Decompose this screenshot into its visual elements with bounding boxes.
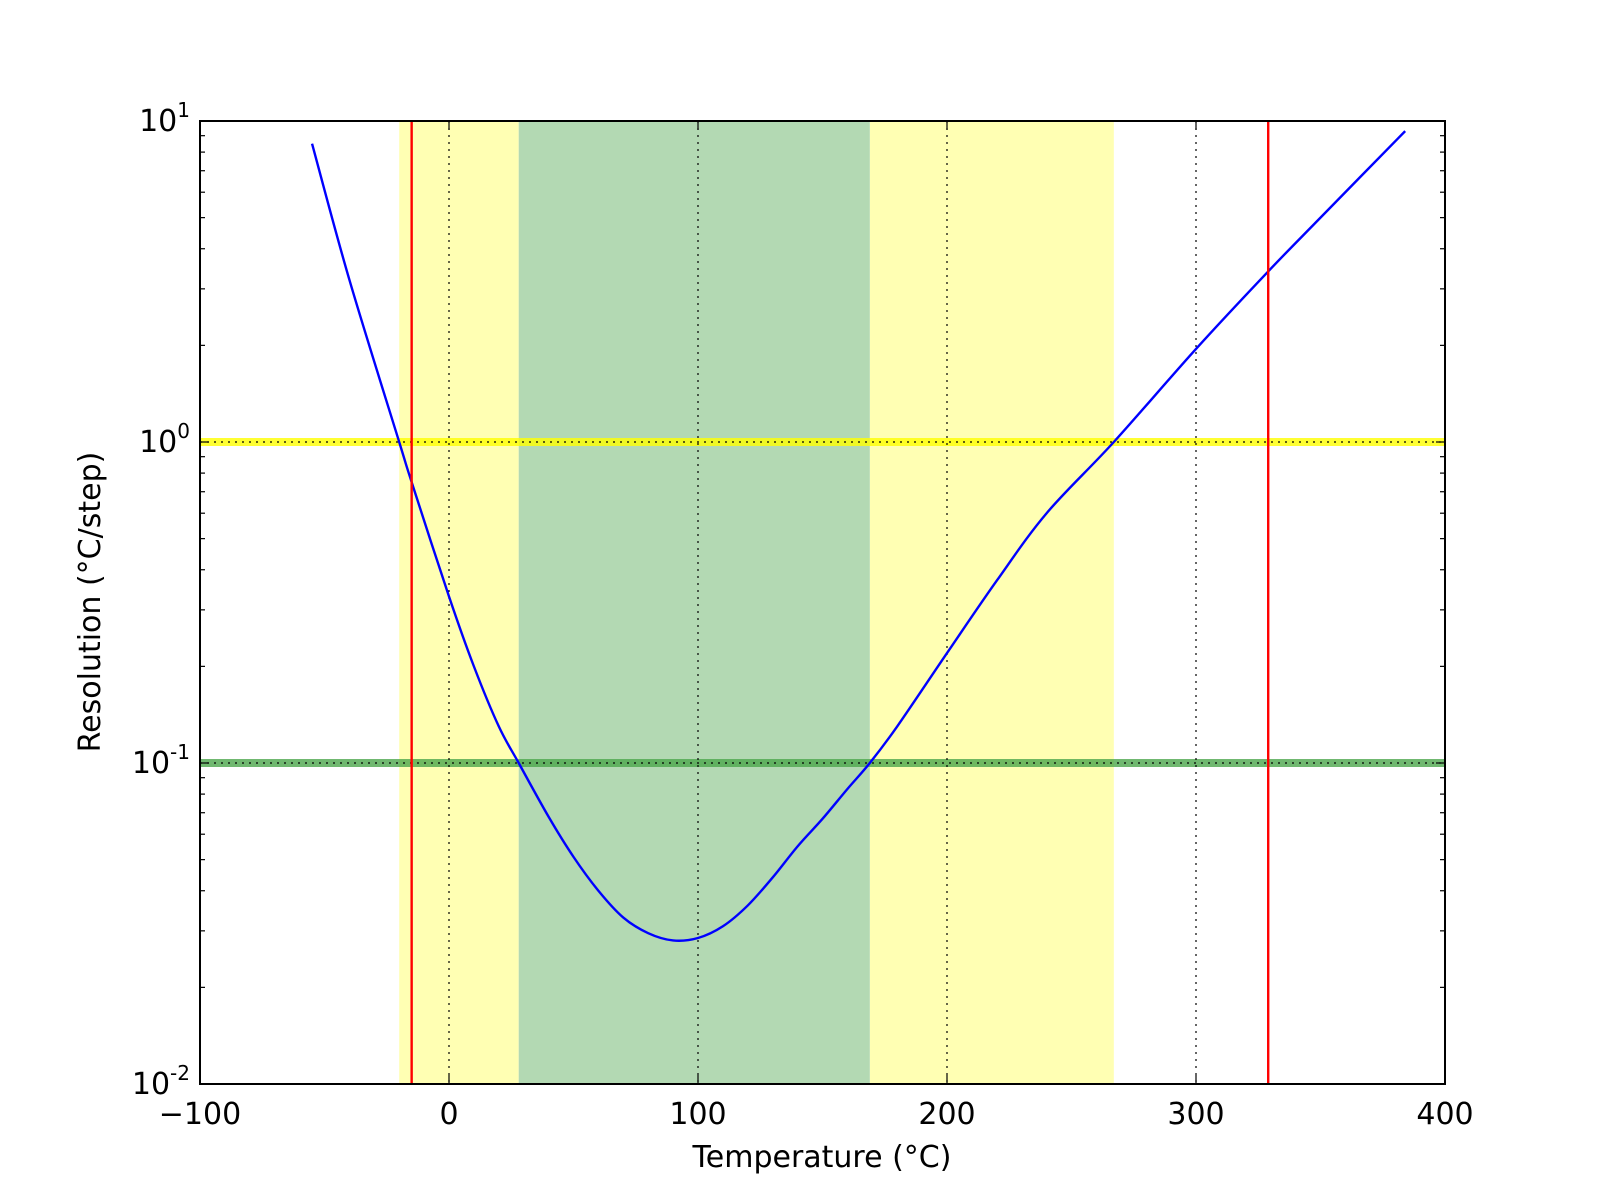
threshold-bands bbox=[200, 438, 1445, 767]
x-tick-label-1: −100 bbox=[159, 1097, 241, 1132]
x-tick-label-2: 0 bbox=[439, 1097, 458, 1132]
x-axis-label: Temperature (°C) bbox=[692, 1140, 952, 1175]
x-tick-label-6: 400 bbox=[1416, 1097, 1473, 1132]
y-tick-label-4: 101 bbox=[139, 98, 190, 139]
shaded-region-1 bbox=[399, 121, 519, 1084]
series-layer bbox=[310, 130, 1407, 942]
y-axis-label: Resolution (°C/step) bbox=[73, 452, 108, 753]
y-tick-labels: 10-2 10-1 100 101 bbox=[132, 98, 190, 1102]
series-line-1 bbox=[310, 130, 1407, 942]
y-tick-label-1: 10-2 bbox=[132, 1061, 190, 1102]
threshold-band-2 bbox=[200, 759, 1445, 767]
x-tick-label-5: 300 bbox=[1167, 1097, 1224, 1132]
shaded-region-3 bbox=[518, 121, 870, 1084]
shaded-region-2 bbox=[869, 121, 1114, 1084]
limit-lines bbox=[410, 121, 1270, 1084]
y-tick-label-3: 100 bbox=[139, 419, 190, 460]
plot-frame bbox=[199, 120, 1446, 1085]
y-tick-label-2: 10-1 bbox=[132, 740, 190, 781]
shaded-regions bbox=[399, 121, 1114, 1084]
x-tick-label-4: 200 bbox=[918, 1097, 975, 1132]
threshold-band-1 bbox=[200, 438, 1445, 446]
x-tick-label-3: 100 bbox=[669, 1097, 726, 1132]
x-tick-labels: −100 0 100 200 300 400 bbox=[159, 1097, 1474, 1132]
